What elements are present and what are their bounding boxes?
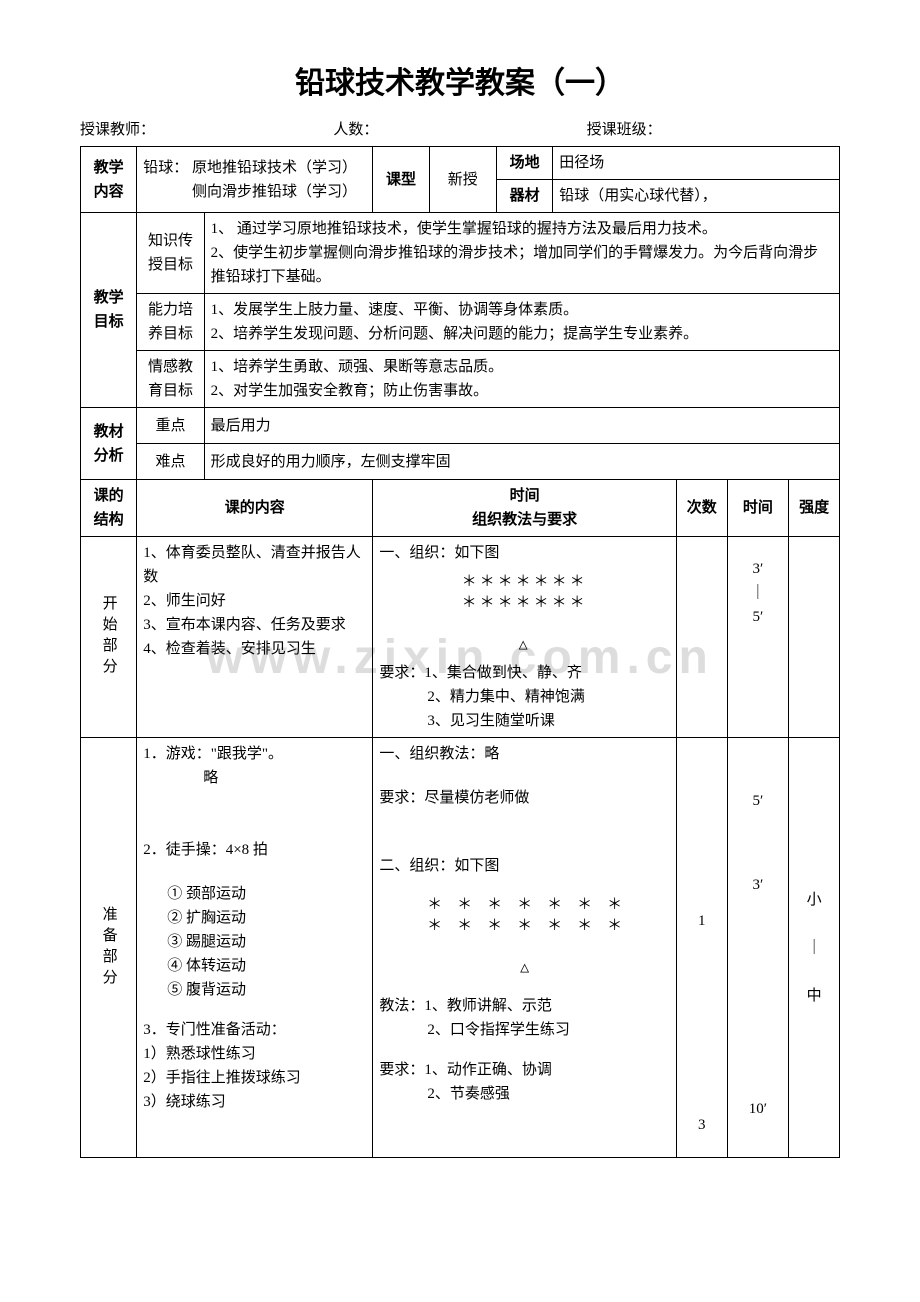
start-req-1: 1、集合做到快、静、齐: [424, 665, 582, 681]
diff-value: 形成良好的用力顺序，左侧支撑牢固: [204, 444, 839, 480]
prep-s3-time: 10′: [734, 1097, 783, 1121]
prep-s2-req-1: 1、动作正确、协调: [424, 1062, 552, 1078]
prep-content: 1．游戏："跟我学"。 略 2．徒手操：4×8 拍 ① 颈部运动 ② 扩胸运动 …: [137, 738, 373, 1158]
prep-s2-org: 二、组织：如下图: [379, 854, 670, 878]
prep-s2-items: ① 颈部运动 ② 扩胸运动 ③ 踢腿运动 ④ 体转运动 ⑤ 腹背运动: [143, 882, 366, 1002]
start-c3: 3、宣布本课内容、任务及要求: [143, 613, 366, 637]
meta-count: 人数：: [333, 118, 586, 142]
teach-line1: 铅球： 原地推铅球技术（学习）: [143, 156, 366, 180]
prep-s2-marks: ＊ ＊ ＊ ＊ ＊ ＊ ＊ ＊ ＊ ＊ ＊ ＊ ＊ ＊ △: [379, 894, 670, 978]
prep-s3-title: 3．专门性准备活动：: [143, 1018, 366, 1042]
prep-s1-time: 5′: [734, 775, 783, 813]
ketype-value: 新授: [429, 147, 496, 213]
prep-s2-teach-1: 1、教师讲解、示范: [424, 998, 552, 1014]
prep-s2-i4: ④ 体转运动: [167, 954, 366, 978]
knowledge-2: 2、使学生初步掌握侧向滑步推铅球的滑步技术；增加同学们的手臂爆发力。为今后背向滑…: [211, 241, 833, 289]
prep-time: 5′ 3′ 10′: [727, 738, 789, 1158]
equip-label: 器材: [497, 180, 553, 213]
start-org: 一、组织：如下图 ＊＊＊＊＊＊＊ ＊＊＊＊＊＊＊ △ 要求：1、集合做到快、静、…: [373, 537, 677, 738]
knowledge-label: 知识传授目标: [137, 213, 204, 294]
start-label-text: 开始部分: [97, 595, 121, 679]
hdr-structure: 课的结构: [81, 480, 137, 537]
key-label: 重点: [137, 408, 204, 444]
teach-line2: 侧向滑步推铅球（学习）: [143, 180, 366, 204]
emotion-label: 情感教育目标: [137, 351, 204, 408]
prep-label-text: 准备部分: [97, 906, 121, 990]
prep-s1-sub: 略: [143, 766, 366, 790]
start-req-3: 3、见习生随堂听课: [379, 709, 670, 733]
start-intensity-cell: [789, 537, 840, 738]
lesson-table: 教学内容 铅球： 原地推铅球技术（学习） 侧向滑步推铅球（学习） 课型 新授 场…: [80, 146, 840, 1158]
start-count-cell: [676, 537, 727, 738]
start-c4: 4、检查着装、安排见习生: [143, 637, 366, 661]
knowledge-1: 1、 通过学习原地推铅球技术，使学生掌握铅球的握持方法及最后用力技术。: [211, 217, 833, 241]
emotion-1: 1、培养学生勇敢、顽强、果断等意志品质。: [211, 355, 833, 379]
prep-s1-req: 要求：尽量模仿老师做: [379, 786, 670, 810]
prep-s3-i2: 2）手指往上推拨球练习: [143, 1066, 366, 1090]
prep-label: 准备部分: [81, 738, 137, 1158]
prep-s3-i1: 1）熟悉球性练习: [143, 1042, 366, 1066]
equip-value: 铅球（用实心球代替），: [553, 180, 840, 213]
prep-s2-teach: 教法：1、教师讲解、示范 2、口令指挥学生练习: [379, 994, 670, 1042]
prep-s2-time: 3′: [734, 873, 783, 897]
start-time: 3′ ｜ 5′: [727, 537, 789, 738]
prep-org: 一、组织教法：略 要求：尽量模仿老师做 二、组织：如下图 ＊ ＊ ＊ ＊ ＊ ＊…: [373, 738, 677, 1158]
prep-s2-title: 2．徒手操：4×8 拍: [143, 838, 366, 862]
hdr-time-org: 时间 组织教法与要求: [373, 480, 677, 537]
start-req-2: 2、精力集中、精神饱满: [379, 685, 670, 709]
prep-s1-org: 一、组织教法：略: [379, 742, 670, 766]
prep-intensity: 小 ｜ 中: [789, 738, 840, 1158]
prep-s2-i1: ① 颈部运动: [167, 882, 366, 906]
ability-label: 能力培养目标: [137, 294, 204, 351]
ketype-label: 课型: [373, 147, 429, 213]
diff-label: 难点: [137, 444, 204, 480]
emotion-cell: 1、培养学生勇敢、顽强、果断等意志品质。 2、对学生加强安全教育；防止伤害事故。: [204, 351, 839, 408]
prep-count-1: 1: [683, 909, 721, 933]
hdr-count: 次数: [676, 480, 727, 537]
knowledge-cell: 1、 通过学习原地推铅球技术，使学生掌握铅球的握持方法及最后用力技术。 2、使学…: [204, 213, 839, 294]
start-marks: ＊＊＊＊＊＊＊ ＊＊＊＊＊＊＊ △: [379, 571, 670, 655]
meta-class: 授课班级：: [587, 118, 840, 142]
ability-1: 1、发展学生上肢力量、速度、平衡、协调等身体素质。: [211, 298, 833, 322]
prep-s2-req-2: 2、节奏感强: [379, 1082, 670, 1106]
key-value: 最后用力: [204, 408, 839, 444]
prep-s2-i5: ⑤ 腹背运动: [167, 978, 366, 1002]
prep-s3-i3: 3）绕球练习: [143, 1090, 366, 1114]
prep-s1-title: 1．游戏："跟我学"。: [143, 742, 366, 766]
start-c1: 1、体育委员整队、清查并报告人数: [143, 541, 366, 589]
prep-s2-i2: ② 扩胸运动: [167, 906, 366, 930]
prep-count: 1 3: [676, 738, 727, 1158]
venue-value: 田径场: [553, 147, 840, 180]
prep-s2-i3: ③ 踢腿运动: [167, 930, 366, 954]
ability-cell: 1、发展学生上肢力量、速度、平衡、协调等身体素质。 2、培养学生发现问题、分析问…: [204, 294, 839, 351]
emotion-2: 2、对学生加强安全教育；防止伤害事故。: [211, 379, 833, 403]
goals-label: 教学目标: [81, 213, 137, 408]
material-label: 教材分析: [81, 408, 137, 480]
prep-s2-req-title: 要求：: [379, 1062, 424, 1078]
hdr-content: 课的内容: [137, 480, 373, 537]
start-org-title: 一、组织：如下图: [379, 541, 670, 565]
prep-s2-req: 要求：1、动作正确、协调 2、节奏感强: [379, 1058, 670, 1106]
meta-row: 授课教师： 人数： 授课班级：: [80, 118, 840, 142]
prep-count-2: 3: [683, 1113, 721, 1137]
hdr-intensity: 强度: [789, 480, 840, 537]
meta-teacher: 授课教师：: [80, 118, 333, 142]
hdr-time: 时间: [727, 480, 789, 537]
start-label: 开始部分: [81, 537, 137, 738]
page-title: 铅球技术教学教案（一）: [80, 60, 840, 108]
ability-2: 2、培养学生发现问题、分析问题、解决问题的能力；提高学生专业素养。: [211, 322, 833, 346]
start-req-title: 要求：: [379, 665, 424, 681]
venue-label: 场地: [497, 147, 553, 180]
prep-s2-teach-2: 2、口令指挥学生练习: [379, 1018, 670, 1042]
start-c2: 2、师生问好: [143, 589, 366, 613]
start-content: 1、体育委员整队、清查并报告人数 2、师生问好 3、宣布本课内容、任务及要求 4…: [137, 537, 373, 738]
prep-s2-teach-title: 教法：: [379, 998, 424, 1014]
teach-content-cell: 铅球： 原地推铅球技术（学习） 侧向滑步推铅球（学习）: [137, 147, 373, 213]
start-req: 要求：1、集合做到快、静、齐 2、精力集中、精神饱满 3、见习生随堂听课: [379, 661, 670, 733]
teach-content-label: 教学内容: [81, 147, 137, 213]
